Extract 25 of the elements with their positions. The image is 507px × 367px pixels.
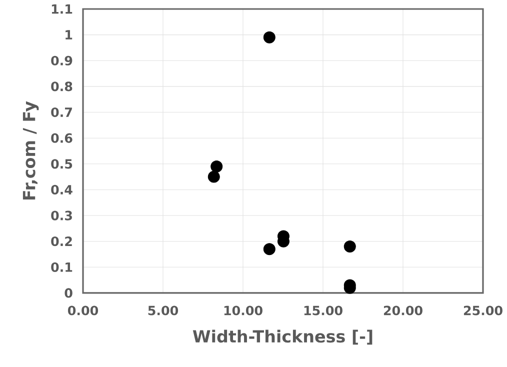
y-tick-label: 1 [66, 30, 72, 40]
y-axis-title: Fr,com / Fy [22, 101, 39, 200]
y-tick-label: 0.3 [51, 210, 72, 220]
y-tick-label: 0.5 [51, 159, 72, 169]
y-tick-label: 0.1 [51, 262, 72, 272]
point [344, 240, 356, 253]
y-tick-label: 0.2 [51, 236, 72, 246]
x-tick-label: 10.00 [224, 306, 262, 316]
x-tick-label: 15.00 [304, 306, 342, 316]
point [263, 243, 276, 256]
y-tick-label: 0.7 [51, 107, 72, 118]
x-tick-label: 0.00 [68, 306, 98, 316]
y-tick-label: 0.9 [51, 56, 72, 66]
x-tick-label: 5.00 [148, 306, 178, 316]
y-tick-label: 0.8 [51, 82, 72, 92]
point [210, 160, 223, 172]
y-tick-label: 0 [64, 288, 72, 298]
point [263, 31, 276, 44]
y-tick-label: 1.1 [52, 4, 72, 14]
x-tick-label: 25.00 [464, 306, 502, 316]
y-tick-label: 0.4 [51, 184, 72, 195]
x-tick-label: 20.00 [384, 306, 422, 316]
point [208, 170, 220, 183]
x-axis-title: Width-Thickness [-] [192, 330, 372, 345]
y-tick-label: 0.6 [51, 133, 72, 143]
